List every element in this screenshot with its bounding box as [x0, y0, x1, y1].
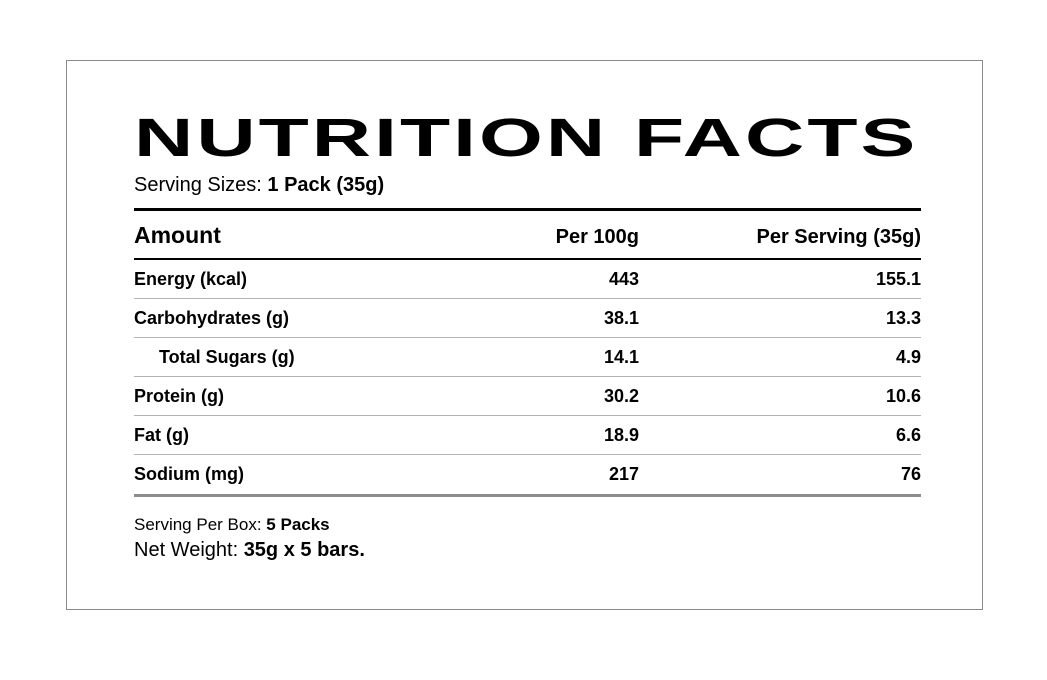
table-row: Sodium (mg) 217 76 [134, 455, 921, 494]
nutrient-name: Energy (kcal) [134, 268, 248, 289]
nutrient-name: Carbohydrates (g) [134, 307, 290, 328]
table-header-row: Amount Per 100g Per Serving (35g) [134, 211, 921, 260]
net-weight-line: Net Weight: 35g x 5 bars. [134, 537, 921, 564]
nutrient-per-100g-value: 14.1 [603, 346, 639, 367]
nutrition-table: Energy (kcal) 443 155.1 Carbohydrates (g… [134, 260, 921, 494]
table-row: Fat (g) 18.9 6.6 [134, 416, 921, 455]
net-weight-value: 35g x 5 bars. [243, 539, 365, 561]
nutrient-per-serving-value: 13.3 [885, 307, 921, 328]
nutrient-per-100g-value: 217 [608, 464, 639, 484]
serving-size-value: 1 Pack (35g) [267, 174, 385, 196]
header-top-rule [134, 208, 921, 211]
nutrient-name: Protein (g) [134, 385, 224, 406]
table-row: Carbohydrates (g) 38.1 13.3 [134, 299, 921, 338]
nutrient-per-serving-value: 6.6 [895, 424, 921, 445]
nutrition-label-box: NUTRITION FACTS Serving Sizes: 1 Pack (3… [66, 60, 983, 610]
nutrition-facts-title: NUTRITION FACTS [134, 108, 919, 168]
serving-per-box-label: Serving Per Box: [134, 515, 262, 534]
footer-block: Serving Per Box: 5 Packs Net Weight: 35g… [134, 513, 921, 564]
table-end-rule [134, 494, 921, 497]
column-header-amount: Amount [134, 222, 221, 248]
table-row: Energy (kcal) 443 155.1 [134, 260, 921, 299]
nutrient-per-100g-value: 18.9 [603, 424, 639, 445]
column-header-per-100g: Per 100g [555, 226, 639, 248]
nutrient-per-100g-value: 443 [608, 268, 639, 289]
nutrient-per-serving-value: 76 [900, 464, 921, 484]
nutrient-name: Total Sugars (g) [159, 346, 295, 367]
serving-per-box-line: Serving Per Box: 5 Packs [134, 513, 921, 537]
nutrient-per-serving-value: 4.9 [895, 346, 921, 367]
table-row: Protein (g) 30.2 10.6 [134, 377, 921, 416]
nutrient-per-100g-value: 38.1 [603, 307, 639, 328]
nutrient-per-serving-value: 10.6 [885, 385, 921, 406]
nutrient-per-serving-value: 155.1 [875, 268, 921, 289]
label-content: NUTRITION FACTS Serving Sizes: 1 Pack (3… [134, 111, 921, 564]
serving-size-line: Serving Sizes: 1 Pack (35g) [134, 172, 921, 198]
nutrient-name: Fat (g) [134, 424, 189, 445]
nutrient-per-100g-value: 30.2 [603, 385, 639, 406]
nutrient-name: Sodium (mg) [134, 464, 244, 484]
column-header-per-serving: Per Serving (35g) [756, 226, 921, 248]
serving-size-label: Serving Sizes: [134, 174, 262, 196]
net-weight-label: Net Weight: [134, 539, 239, 561]
table-row: Total Sugars (g) 14.1 4.9 [134, 338, 921, 377]
serving-per-box-value: 5 Packs [266, 515, 330, 534]
